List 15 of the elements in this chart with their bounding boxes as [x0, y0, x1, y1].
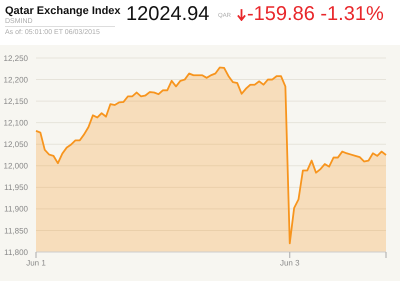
text: 12024.94 — [126, 3, 210, 26]
y-tick-label: 11,950 — [4, 183, 29, 192]
y-tick-label: 12,200 — [4, 75, 29, 84]
y-tick-label: 12,250 — [4, 54, 29, 63]
y-tick-label: 12,050 — [4, 140, 29, 150]
y-tick-label: 11,800 — [4, 248, 29, 257]
x-tick-label: Jun 1 — [26, 258, 46, 268]
y-tick-label: 12,150 — [4, 96, 29, 106]
y-tick-label: 11,850 — [4, 226, 29, 236]
y-tick-label: 12,100 — [4, 118, 29, 128]
y-tick-label: 11,900 — [4, 204, 29, 214]
y-tick-label: 12,000 — [4, 162, 29, 171]
chart-title: Qatar Exchange Index — [5, 5, 121, 17]
x-tick-label: Jun 3 — [280, 258, 300, 268]
text: -159.86 -1.31% — [247, 3, 384, 26]
